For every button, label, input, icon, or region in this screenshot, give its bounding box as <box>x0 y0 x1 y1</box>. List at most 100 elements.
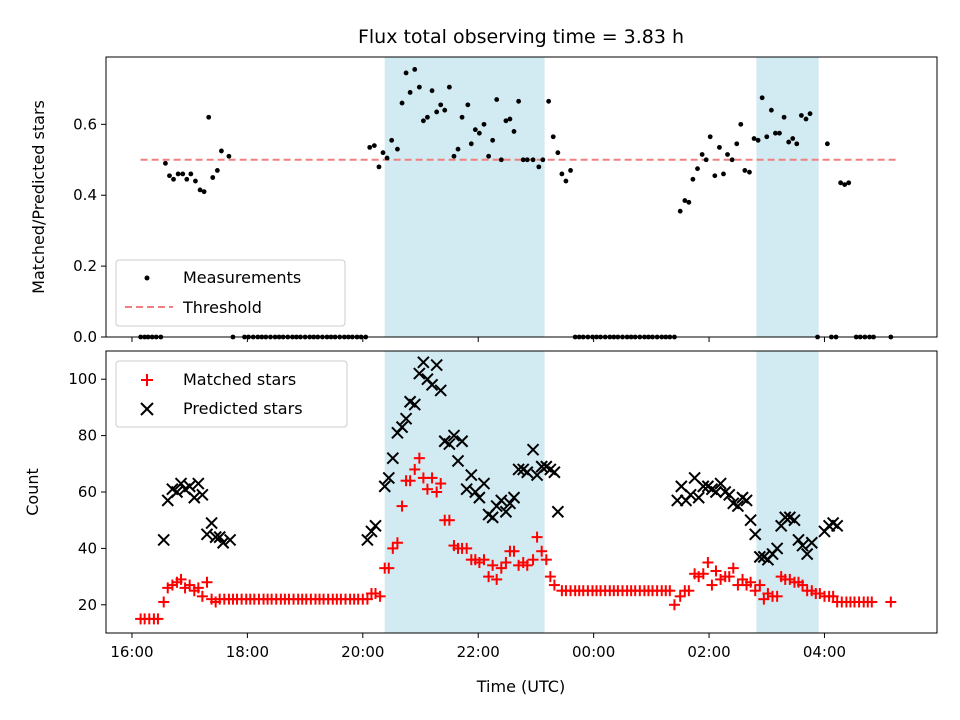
measurement-point <box>781 114 787 120</box>
legend-predicted-label: Predicted stars <box>183 399 303 418</box>
predicted-point <box>213 530 226 544</box>
predicted-point <box>209 530 222 544</box>
matched-point <box>754 579 766 591</box>
predicted-point <box>788 513 801 527</box>
measurement-point <box>516 98 522 104</box>
measurement-point <box>755 137 761 143</box>
predicted-point <box>386 451 400 465</box>
matched-point <box>508 545 520 557</box>
matched-point <box>184 579 196 591</box>
matched-point <box>531 531 543 543</box>
y-tick-label: 0.0 <box>73 328 97 346</box>
measurement-point <box>790 136 796 141</box>
predicted-point <box>796 539 809 552</box>
measurement-point <box>721 171 726 177</box>
matched-point <box>421 483 433 495</box>
predicted-point <box>157 533 170 547</box>
predicted-point <box>740 494 753 507</box>
matched-point <box>827 590 839 602</box>
predicted-point <box>417 356 430 369</box>
measurement-point <box>367 144 373 150</box>
top-y-axis-label: Matched/Predicted stars <box>29 100 48 294</box>
legend-threshold-label: Threshold <box>182 298 262 317</box>
matched-point <box>413 452 425 464</box>
matched-point <box>396 500 408 512</box>
predicted-point <box>805 536 818 549</box>
shaded-interval-2 <box>756 57 819 337</box>
measurement-point <box>442 107 448 113</box>
y-tick-label: 0.6 <box>73 115 97 133</box>
matched-point <box>706 579 718 591</box>
predicted-point <box>792 533 805 547</box>
matched-point <box>175 573 187 585</box>
predicted-point <box>395 420 409 434</box>
measurement-point <box>498 157 504 163</box>
measurement-point <box>490 137 496 143</box>
measurement-point <box>838 180 844 186</box>
predicted-point <box>692 491 705 504</box>
matched-point <box>758 593 770 605</box>
matched-point <box>527 554 539 566</box>
predicted-point <box>174 477 188 490</box>
predicted-point <box>223 533 237 547</box>
measurement-point <box>540 157 546 163</box>
matched-point <box>495 562 507 574</box>
measurement-point <box>536 164 542 170</box>
top-x-ticks <box>131 337 825 342</box>
measurement-point <box>503 118 509 124</box>
matched-point <box>702 557 714 568</box>
measurement-point <box>465 102 471 108</box>
top-axes-frame <box>105 56 938 338</box>
measurement-point <box>201 189 207 195</box>
predicted-point <box>535 460 548 473</box>
chart-title: Flux total observing time = 3.83 h <box>358 26 684 48</box>
y-tick-label: 40 <box>78 539 97 557</box>
predicted-point <box>216 536 230 549</box>
measurement-point <box>798 113 804 118</box>
predicted-point <box>378 480 391 493</box>
predicted-point <box>196 488 209 502</box>
measurement-point <box>380 150 386 156</box>
measurement-point <box>171 176 176 182</box>
x-tick-label: 18:00 <box>226 643 269 661</box>
matched-point <box>483 571 495 583</box>
measurement-point <box>459 114 465 120</box>
matched-point <box>387 542 399 554</box>
predicted-point <box>507 491 521 504</box>
predicted-point <box>399 412 413 425</box>
measurement-point <box>824 141 830 147</box>
measurement-point <box>197 187 203 193</box>
measurement-point <box>729 157 735 163</box>
bottom-shaded-intervals <box>384 351 819 633</box>
measurement-point <box>163 160 168 166</box>
matched-point <box>374 590 386 602</box>
y-tick-label: 0.2 <box>73 257 97 275</box>
measurement-point <box>807 111 813 117</box>
matched-point <box>404 475 416 487</box>
measurement-point <box>717 144 722 150</box>
predicted-point <box>434 384 447 397</box>
matched-point <box>491 573 503 585</box>
measurement-point <box>682 198 688 203</box>
measurement-point <box>412 67 418 72</box>
matched-point <box>435 478 447 490</box>
measurement-point <box>376 164 382 170</box>
matched-point <box>196 590 208 602</box>
measurement-point <box>434 109 440 115</box>
measurement-point <box>451 153 457 159</box>
y-tick-label: 100 <box>68 370 97 388</box>
measurement-point <box>180 171 186 177</box>
x-tick-label: 22:00 <box>457 643 500 661</box>
predicted-point <box>365 525 378 538</box>
measurement-point <box>425 114 430 120</box>
matched-point <box>749 585 761 597</box>
measurement-point <box>842 182 848 187</box>
measurement-point <box>420 118 426 124</box>
bottom-x-ticks: 16:00 18:00 20:00 22:00 00:00 02:00 04:00 <box>110 633 846 661</box>
predicted-point <box>183 480 196 493</box>
measurement-point <box>429 88 435 94</box>
matched-point <box>727 562 739 574</box>
predicted-point <box>486 511 499 524</box>
measurement-point <box>550 134 556 140</box>
